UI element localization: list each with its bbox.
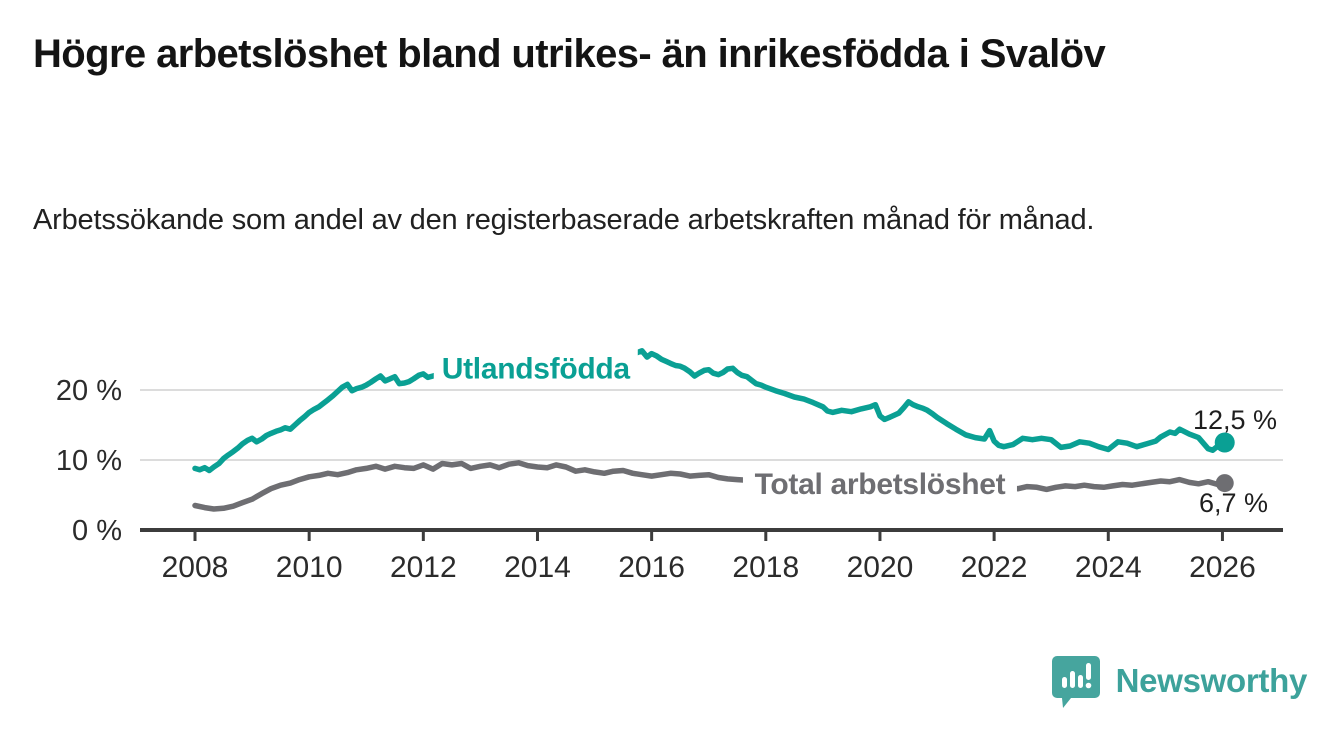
x-axis-tick-label: 2018 [732,551,799,584]
x-axis-tick-label: 2008 [162,551,229,584]
series-end-dot-total [1215,474,1234,493]
y-axis-tick-label: 10 % [56,445,122,477]
series-end-value-label: 12,5 % [1193,405,1277,435]
y-axis-tick-label: 20 % [56,375,122,407]
series-end-value-label: 6,7 % [1199,488,1268,518]
page-subtitle: Arbetssökande som andel av den registerb… [33,204,1095,236]
x-axis-tick-label: 2016 [618,551,685,584]
series-label-total: Total arbetslöshet [755,468,1006,501]
series-end-dot-utlandsfodda [1214,432,1235,453]
series-line-utlandsfodda [192,348,1228,474]
x-axis-tick-label: 2020 [847,551,914,584]
x-axis-tick-label: 2024 [1075,551,1142,584]
page-title: Högre arbetslöshet bland utrikes- än inr… [33,32,1106,76]
series-label-mask [433,348,638,389]
y-axis-tick-label: 0 % [72,515,122,547]
series-label-mask [742,464,1017,503]
newsworthy-branding: Newsworthy [1051,653,1308,709]
x-axis-tick-label: 2012 [390,551,457,584]
x-axis-tick-label: 2014 [504,551,571,584]
series-line-total [192,460,1228,512]
x-axis-tick-label: 2026 [1189,551,1256,584]
newsworthy-logo-text: Newsworthy [1115,662,1308,699]
newsworthy-logo-icon [1051,653,1102,709]
series-label-utlandsfodda: Utlandsfödda [442,352,631,385]
x-axis-tick-label: 2010 [276,551,343,584]
x-axis-tick-label: 2022 [961,551,1028,584]
